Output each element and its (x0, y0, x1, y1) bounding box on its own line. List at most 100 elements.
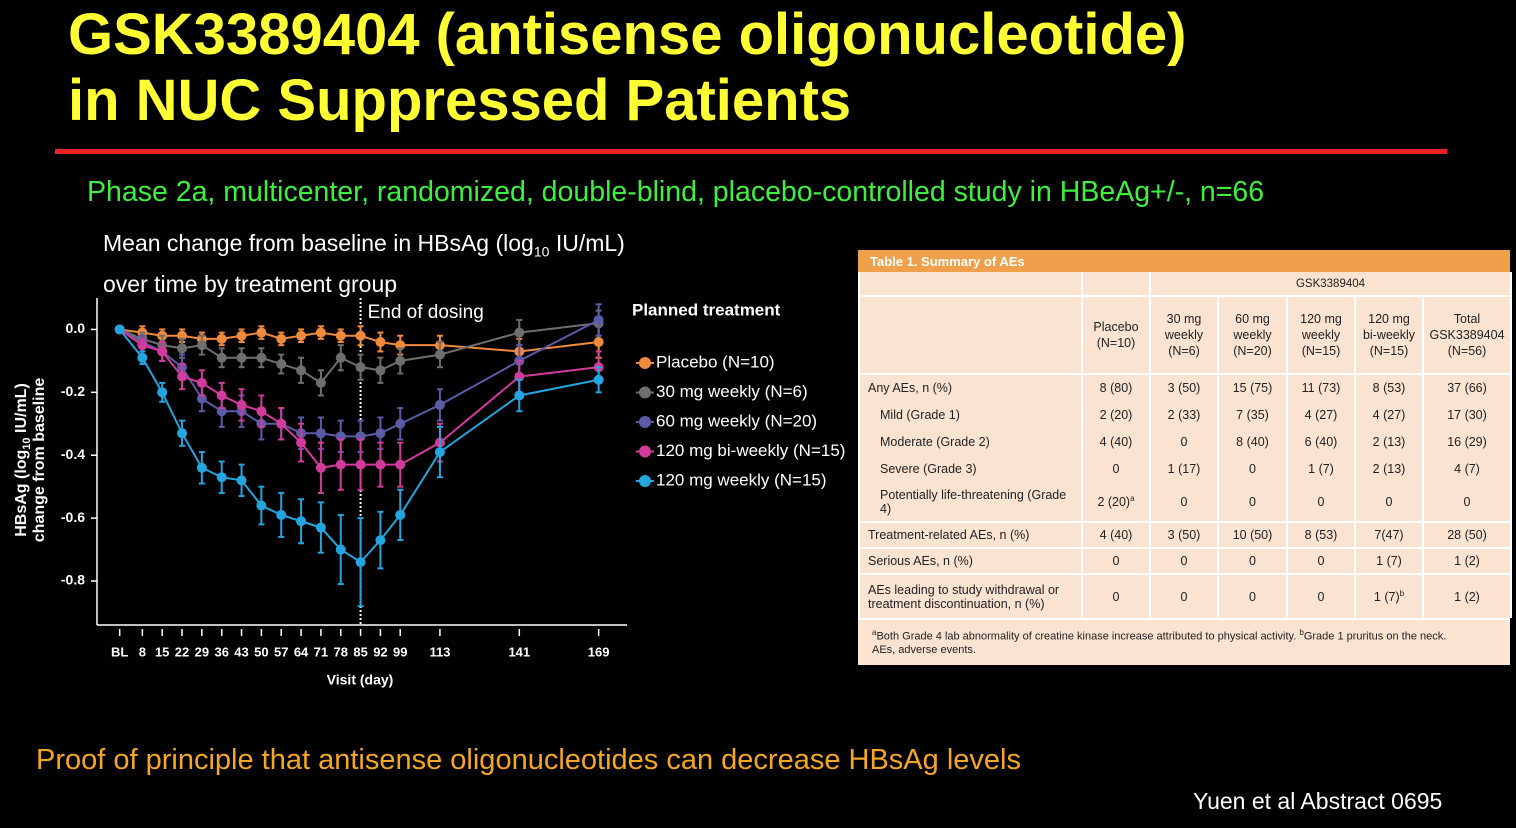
table-cell: 0 (1081, 455, 1151, 482)
series-line (118, 328, 599, 564)
point (395, 509, 406, 520)
table-cell: 0 (1149, 547, 1219, 574)
footnote-text: Grade 1 pruritus on the neck. (1303, 630, 1447, 643)
series (114, 309, 604, 397)
point (296, 330, 307, 341)
row-label: Moderate (Grade 2) (858, 428, 1083, 455)
point (157, 387, 168, 398)
table-cell: 8 (40) (1217, 428, 1288, 455)
table-cell: 0 (1217, 482, 1288, 522)
column-header: 120 mg bi-weekly (N=15) (1354, 295, 1424, 374)
point (276, 418, 287, 429)
table-title: Table 1. Summary of AEs (858, 250, 1510, 272)
point (296, 365, 307, 376)
table-cell: 2 (13) (1354, 455, 1424, 482)
y-tick-label: -0.2 (61, 383, 85, 399)
x-tick-label: 29 (195, 644, 209, 659)
column-header: Placebo (N=10) (1081, 295, 1151, 374)
point (315, 462, 326, 473)
table-cell: 2 (33) (1149, 401, 1219, 428)
legend-swatch (639, 357, 651, 369)
point (514, 327, 525, 338)
point (335, 544, 346, 555)
x-tick-label: 113 (429, 644, 450, 659)
chart-title-part: IU/mL) over time by treatment group (103, 230, 625, 297)
point (395, 355, 406, 366)
point (256, 500, 267, 511)
point (216, 333, 227, 344)
legend-swatch (639, 386, 651, 399)
point (375, 428, 386, 439)
subtitle: Phase 2a, multicenter, randomized, doubl… (87, 176, 1265, 208)
table-row: Treatment-related AEs, n (%) 4 (40) 3 (50)… (858, 521, 1512, 548)
point (256, 352, 267, 363)
x-tick-label: 22 (175, 644, 189, 659)
point (593, 374, 604, 385)
footnote-mark: b (1299, 628, 1304, 637)
point (256, 406, 267, 417)
table-cell: 15 (75) (1217, 373, 1288, 401)
table-cell: 1 (7) (1286, 455, 1356, 482)
x-tick-label: 85 (353, 644, 367, 659)
point (434, 447, 445, 458)
table-row: Mild (Grade 1) 2 (20) 2 (33) 7 (35) 4 (27) 4 … (858, 401, 1512, 428)
table-cell: 3 (50) (1149, 373, 1219, 401)
table-cell: 10 (50) (1217, 521, 1288, 548)
y-label-line: HBsAg (log10 IU/mL) (13, 383, 33, 537)
table-cell: 0 (1149, 482, 1219, 522)
column-header: 120 mg weekly (N=15) (1286, 295, 1356, 374)
point (236, 352, 247, 363)
footnote-mark: a (872, 628, 877, 637)
series (114, 324, 604, 608)
point (335, 459, 346, 470)
point (256, 327, 267, 338)
point (276, 359, 287, 370)
point (196, 340, 207, 351)
y-tick-label: -0.4 (61, 446, 85, 462)
blank-cell (858, 295, 1083, 374)
x-tick-label: 169 (588, 644, 610, 659)
point (355, 459, 366, 470)
table-row: AEs leading to study withdrawal or treat… (858, 573, 1512, 618)
table-cell: 2 (20)a (1081, 482, 1151, 522)
table-cell: 0 (1217, 573, 1288, 618)
table-cell: 0 (1286, 482, 1356, 522)
table-cell: 8 (80) (1081, 373, 1151, 401)
point (434, 399, 445, 410)
chart-title-sub: 10 (533, 243, 550, 260)
chart-title-part: Mean change from baseline in HBsAg (log (103, 230, 534, 256)
point (276, 509, 287, 520)
table-cell: 8 (53) (1286, 521, 1356, 548)
table-cell: 37 (66) (1422, 373, 1512, 401)
table-cell: 1 (2) (1422, 573, 1512, 618)
title-rule (55, 149, 1447, 154)
point (315, 377, 326, 388)
x-tick-label: 78 (334, 644, 348, 659)
cell-text: 2 (20) (1097, 495, 1131, 510)
series-line (119, 328, 599, 469)
point (236, 399, 247, 410)
point (196, 462, 207, 473)
point (355, 330, 366, 341)
conclusion: Proof of principle that antisense oligon… (36, 744, 1021, 776)
table-cell: 3 (50) (1149, 521, 1219, 548)
row-label: Mild (Grade 1) (858, 401, 1083, 428)
table-cell: 11 (73) (1286, 373, 1356, 401)
title-line: GSK3389404 (antisense oligonucleotide) (68, 2, 1187, 67)
y-label-sub: 10 (21, 437, 33, 449)
point (137, 352, 148, 363)
table-cell: 1 (2) (1422, 547, 1512, 574)
x-tick-label: 141 (508, 644, 530, 659)
point (514, 390, 525, 401)
table-cell: 0 (1286, 547, 1356, 574)
table-cell: 1 (7) (1354, 547, 1424, 574)
point (236, 330, 247, 341)
column-header: Total GSK3389404 (N=56) (1422, 295, 1512, 374)
table-panel: Table 1. Summary of AEs GSK3389404 Placeb… (858, 250, 1512, 665)
table-cell: 0 (1422, 482, 1512, 522)
point (375, 535, 386, 546)
point (335, 352, 346, 363)
legend-label: Placebo (N=10) (656, 352, 775, 371)
legend-swatch (639, 416, 651, 428)
chart-title: Mean change from baseline in HBsAg (log1… (103, 227, 663, 300)
